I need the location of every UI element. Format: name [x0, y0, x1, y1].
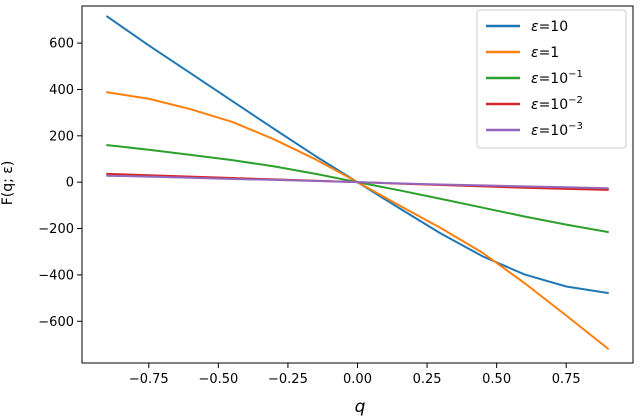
y-tick-label: −400	[38, 268, 74, 283]
y-tick-label: −200	[38, 222, 74, 237]
y-tick-label: 400	[49, 83, 74, 98]
x-axis-label: q	[355, 397, 366, 417]
legend-label-5: ε=10−3	[531, 121, 583, 139]
legend-label-2: ε=1	[531, 45, 559, 61]
x-tick-label: 0.25	[413, 372, 442, 387]
legend-label-4: ε=10−2	[531, 95, 583, 113]
x-tick-label: −0.75	[129, 372, 169, 387]
x-tick-label: 0.75	[552, 372, 581, 387]
y-tick-label: 200	[49, 129, 74, 144]
legend-box	[476, 9, 627, 149]
legend-label-3: ε=10−1	[531, 69, 583, 87]
y-tick-label: 600	[49, 37, 74, 52]
y-axis-label: F(q; ε)	[0, 161, 16, 206]
y-tick-label: 0	[66, 176, 74, 191]
x-tick-label: −0.25	[268, 372, 308, 387]
y-tick-label: −600	[38, 315, 74, 330]
legend-label-1: ε=10	[531, 19, 568, 35]
x-tick-label: 0.00	[343, 372, 372, 387]
x-tick-label: 0.50	[482, 372, 511, 387]
x-tick-label: −0.50	[198, 372, 238, 387]
series-line-5	[106, 174, 609, 190]
